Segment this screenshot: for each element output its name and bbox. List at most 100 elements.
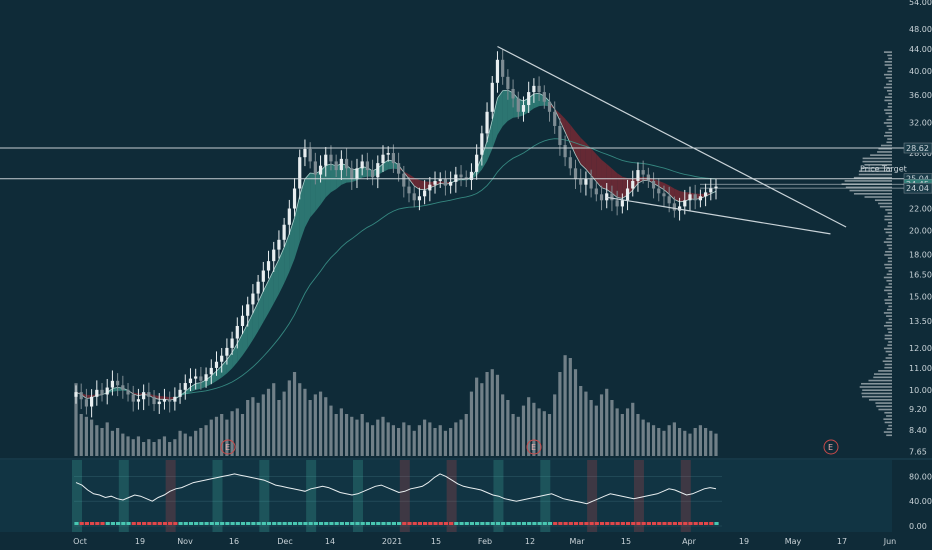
volume-profile-bar	[858, 173, 892, 176]
candle-body	[438, 179, 442, 181]
ma-ribbon-segment	[565, 118, 571, 144]
volume-bar	[558, 372, 562, 456]
volume-bar	[142, 442, 146, 456]
trendline-lower	[606, 196, 831, 235]
volume-bar	[537, 408, 541, 456]
volume-profile-bar	[884, 99, 892, 102]
candle-body	[199, 376, 203, 381]
osc-signal-bar	[703, 522, 709, 525]
volume-bar	[402, 422, 406, 456]
osc-signal-bar	[360, 522, 365, 525]
volume-profile-bar	[888, 353, 892, 356]
volume-profile-bar	[862, 160, 892, 163]
volume-bar	[625, 408, 630, 456]
osc-signal-bar	[495, 522, 501, 525]
volume-profile-bar	[884, 109, 892, 111]
osc-signal-bar	[511, 522, 516, 525]
osc-signal-bar	[292, 522, 298, 525]
osc-signal-bar	[287, 522, 292, 525]
candle-body	[584, 179, 588, 185]
volume-profile-bar	[873, 376, 892, 379]
candle-body	[605, 193, 609, 201]
osc-signal-bar	[391, 522, 396, 525]
ma-ribbon-segment	[674, 188, 680, 202]
ma-ribbon-segment	[669, 185, 675, 200]
candle-body	[693, 194, 697, 201]
candle-body	[631, 180, 635, 189]
osc-signal-bar	[74, 522, 79, 525]
osc-signal-bar	[417, 522, 423, 525]
y-tick-label: 15.00	[909, 293, 932, 302]
volume-bar	[464, 414, 468, 456]
ma-ribbon-segment	[237, 333, 243, 363]
volume-profile-bar	[845, 186, 892, 189]
candle-body	[433, 180, 437, 185]
volume-profile-bar	[883, 241, 892, 243]
volume-bar	[256, 402, 260, 456]
volume-bar	[344, 414, 349, 456]
candle-body	[220, 355, 224, 362]
volume-bar	[579, 386, 583, 456]
volume-bar	[105, 422, 109, 456]
volume-profile-bar	[864, 196, 892, 198]
volume-profile-bar	[888, 305, 892, 308]
volume-profile-bar	[888, 67, 892, 70]
volume-profile-bar	[883, 276, 892, 279]
volume-profile-bar	[888, 102, 892, 105]
osc-signal-bar	[381, 522, 386, 525]
volume-bar	[329, 405, 333, 456]
osc-signal-bar	[709, 522, 714, 525]
volume-profile-bar	[886, 434, 892, 437]
ma-ribbon-segment	[601, 159, 607, 190]
candle-body	[100, 389, 104, 395]
volume-profile-bar	[885, 321, 892, 324]
volume-profile-bar	[883, 86, 892, 89]
osc-signal-bar	[329, 522, 334, 525]
osc-signal-bar	[454, 522, 459, 525]
volume-profile-bar	[884, 302, 892, 305]
candle-body	[90, 396, 94, 407]
volume-bar	[506, 400, 510, 456]
x-tick-label: Apr	[682, 537, 697, 546]
ma-ribbon-segment	[278, 247, 285, 294]
y-tick-label: 40.00	[909, 67, 932, 76]
ma-ribbon-segment	[658, 180, 664, 190]
y-tick-label: 54.00	[909, 0, 932, 7]
volume-profile-bar	[868, 379, 892, 382]
osc-signal-bar	[256, 522, 261, 525]
volume-profile-bar	[886, 244, 892, 247]
candle-body	[214, 361, 219, 368]
candle-body	[162, 399, 167, 402]
volume-bar	[490, 369, 494, 456]
osc-signal-bar	[573, 522, 579, 525]
candle-body	[423, 190, 427, 197]
candle-body	[298, 157, 302, 189]
volume-bar	[397, 428, 401, 456]
volume-bar	[152, 442, 156, 456]
volume-bar	[298, 383, 302, 456]
osc-signal-bar	[157, 522, 162, 525]
volume-profile-bar	[886, 141, 892, 144]
candle-body	[542, 92, 546, 102]
osc-signal-bar	[240, 522, 246, 525]
candle-body	[703, 192, 708, 197]
volume-profile-bar	[884, 421, 892, 424]
candle-body	[386, 153, 390, 155]
volume-profile-bar	[884, 363, 892, 366]
volume-bar	[568, 358, 572, 456]
osc-signal-bar	[308, 522, 313, 525]
candle-body	[698, 196, 702, 201]
osc-signal-bar	[677, 522, 683, 525]
earnings-marker	[526, 439, 542, 455]
candle-body	[152, 396, 156, 405]
osc-signal-bar	[79, 522, 84, 525]
volume-profile-bar	[883, 51, 892, 53]
osc-signal-bar	[298, 522, 303, 525]
volume-profile-bar	[884, 411, 892, 414]
volume-bar	[110, 430, 115, 456]
candle-body	[209, 367, 213, 375]
candle-body	[662, 193, 666, 197]
x-tick-label: Feb	[478, 537, 492, 546]
volume-profile-bar	[887, 257, 892, 259]
ma-ribbon-segment	[580, 137, 586, 170]
